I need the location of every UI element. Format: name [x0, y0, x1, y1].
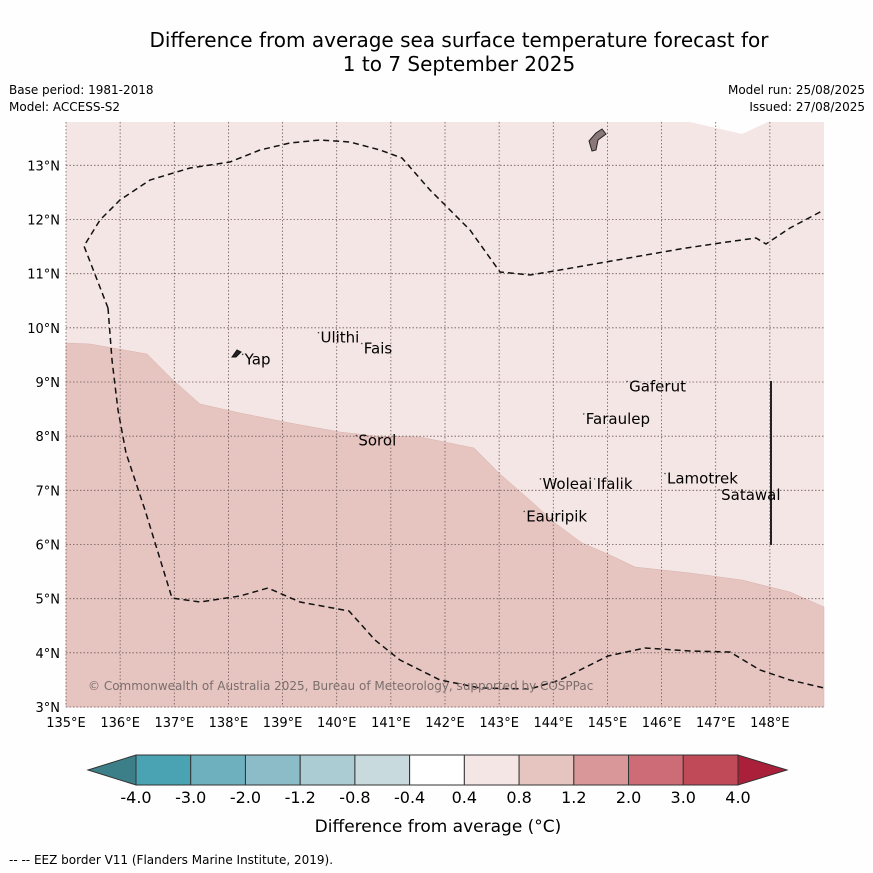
place-label: Yap [244, 350, 271, 368]
island-marker [664, 472, 666, 475]
island-marker [539, 478, 542, 480]
gridlines [65, 122, 824, 708]
colorbar-high-extension [737, 754, 789, 786]
colorbar-swatch [463, 754, 520, 786]
x-tick-label: 140°E [317, 716, 357, 731]
x-tick-label: 135°E [46, 716, 86, 731]
x-tick-label: 138°E [209, 716, 249, 731]
colorbar-tick-label: 3.0 [671, 788, 696, 807]
x-tick-label: 145°E [588, 716, 628, 731]
place-label: Eauripik [526, 507, 587, 525]
colorbar-swatch [682, 754, 739, 786]
colorbar-tick-label: 1.2 [561, 788, 586, 807]
island-marker [355, 434, 358, 437]
no-data-region [690, 122, 768, 134]
colorbar-tick-label: -2.0 [230, 788, 261, 807]
base-period: Base period: 1981-2018 [9, 83, 154, 97]
x-tick-label: 141°E [371, 716, 411, 731]
place-label: Lamotrek [667, 470, 738, 488]
colorbar-tick-label: -3.0 [175, 788, 206, 807]
model-run: Model run: 25/08/2025 [727, 83, 865, 97]
x-tick-label: 142°E [425, 716, 465, 731]
colorbar-swatch [354, 754, 411, 786]
x-tick-label: 147°E [696, 716, 736, 731]
place-label: Sorol [358, 432, 396, 450]
colorbar-swatch [573, 754, 630, 786]
colorbar-swatch [628, 754, 684, 786]
place-label: Woleai [542, 475, 592, 493]
eez-border-south [107, 307, 825, 690]
y-tick-label: 13°N [27, 159, 60, 174]
colorbar-tick-label: -1.2 [285, 788, 316, 807]
y-tick-label: 10°N [27, 322, 60, 337]
y-tick-label: 5°N [36, 593, 61, 608]
y-tick-label: 6°N [36, 539, 61, 554]
place-label: Satawal [721, 486, 780, 504]
y-tick-label: 11°N [27, 268, 60, 283]
title-line-2: 1 to 7 September 2025 [342, 52, 576, 76]
colorbar-swatch [409, 754, 465, 786]
island-marker [626, 380, 628, 383]
y-tick-label: 12°N [27, 214, 60, 229]
y-tick-label: 3°N [36, 701, 61, 716]
y-tick-label: 9°N [36, 376, 61, 391]
colorbar-swatch [190, 754, 246, 786]
x-tick-label: 143°E [479, 716, 519, 731]
place-label: Gaferut [629, 377, 686, 395]
y-tick-label: 8°N [36, 430, 61, 445]
island-marker [523, 510, 526, 513]
copyright-notice: © Commonwealth of Australia 2025, Bureau… [88, 679, 593, 693]
yap-island [231, 349, 242, 358]
guam-island [588, 128, 607, 152]
island-marker [360, 342, 363, 345]
island-marker [718, 488, 720, 491]
island-marker [582, 413, 585, 415]
eez-border-north [83, 139, 823, 309]
x-tick-label: 137°E [155, 716, 195, 731]
place-label: Faraulep [586, 410, 650, 428]
model-name: Model: ACCESS-S2 [9, 100, 121, 114]
colorbar-tick-label: 4.0 [725, 788, 750, 807]
colorbar-tick-label: -4.0 [120, 788, 151, 807]
island-marker [241, 353, 244, 356]
colorbar: -4.0 -3.0 -2.0 -1.2 -0.8 -0.4 0.4 0.8 1.2 2.0 3.0 4… [86, 754, 789, 807]
colorbar-swatch [518, 754, 575, 786]
colorbar-tick-label: -0.8 [339, 788, 370, 807]
colorbar-tick-label: 0.4 [452, 788, 477, 807]
island-marker [593, 478, 596, 480]
x-tick-label: 139°E [263, 716, 303, 731]
y-tick-label: 4°N [36, 647, 61, 662]
issued-date: Issued: 27/08/2025 [749, 100, 865, 114]
colorbar-tick-label: 2.0 [616, 788, 641, 807]
colorbar-swatch [244, 754, 301, 786]
x-tick-label: 148°E [750, 716, 790, 731]
axis-labels: 135°E 136°E 137°E 138°E 139°E 140°E 141°E 142°E… [27, 159, 789, 731]
colorbar-low-extension [86, 754, 137, 786]
place-label: Ulithi [320, 329, 359, 347]
x-tick-label: 144°E [534, 716, 574, 731]
x-tick-label: 136°E [100, 716, 140, 731]
title-line-1: Difference from average sea surface temp… [149, 28, 769, 52]
place-labels: Yap Ulithi Fais Sorol Gaferut Faraulep Woleai I… [241, 329, 781, 525]
place-label: Fais [364, 340, 393, 358]
colorbar-tick-label: 0.8 [506, 788, 531, 807]
colorbar-swatch [299, 754, 356, 786]
x-tick-label: 146°E [642, 716, 682, 731]
y-tick-label: 7°N [36, 484, 61, 499]
island-marker [317, 331, 320, 334]
eez-legend-note: -- -- EEZ border V11 (Flanders Marine In… [9, 853, 334, 867]
colorbar-swatch [135, 754, 192, 786]
colorbar-label: Difference from average (°C) [315, 817, 562, 837]
place-label: Ifalik [597, 475, 633, 493]
colorbar-tick-label: -0.4 [394, 788, 425, 807]
